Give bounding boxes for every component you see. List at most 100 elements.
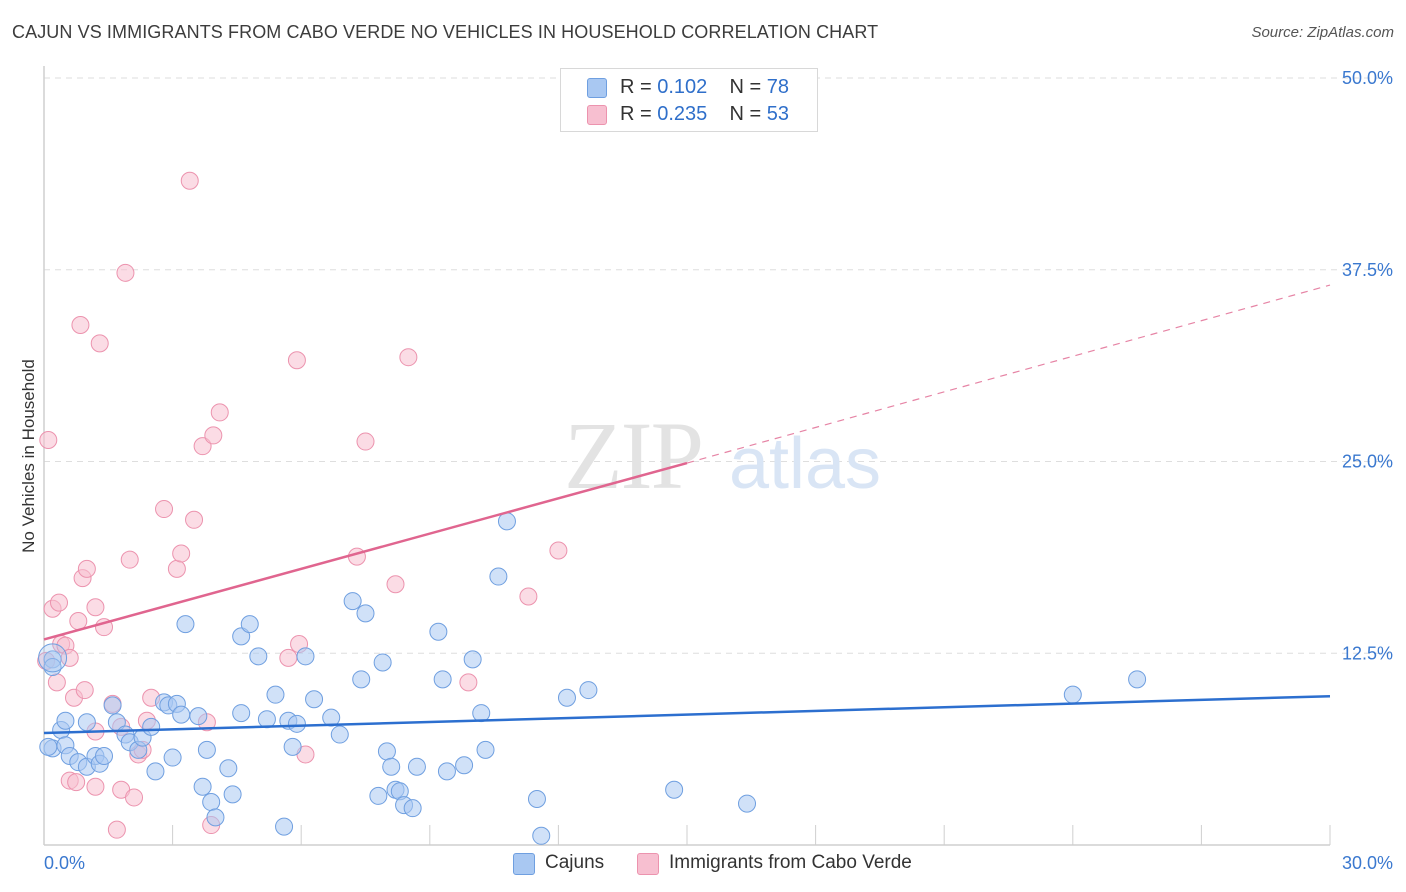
data-point-cabo-verde	[459, 673, 478, 692]
data-point-cajuns	[437, 762, 456, 781]
x-tick-label-min: 0.0%	[44, 853, 85, 873]
data-point-cajuns	[95, 747, 114, 766]
data-point-cabo-verde	[71, 315, 90, 334]
axes	[43, 66, 1331, 846]
data-point-cajuns	[1128, 670, 1147, 689]
legend-r-value-cajuns: 0.102	[657, 76, 708, 98]
data-point-cajuns	[232, 627, 251, 646]
data-point-cajuns	[497, 512, 516, 531]
data-point-cabo-verde	[210, 403, 229, 422]
data-point-cajuns	[330, 725, 349, 744]
x-tick-label-max: 30.0%	[1342, 853, 1393, 873]
data-point-cabo-verde	[549, 541, 568, 560]
data-point-cajuns	[343, 592, 362, 611]
trend-line-cabo-verde	[43, 461, 688, 641]
data-point-cabo-verde	[50, 593, 69, 612]
legend-stats-cajuns: R = 0.102 N = 78	[620, 76, 790, 98]
data-point-cajuns	[433, 670, 452, 689]
data-point-cabo-verde	[386, 575, 405, 594]
data-point-cajuns	[476, 740, 495, 759]
data-point-cabo-verde	[90, 334, 109, 353]
data-point-cajuns	[275, 817, 294, 836]
data-point-cabo-verde	[287, 351, 306, 370]
data-point-cajuns	[219, 759, 238, 778]
data-point-cajuns	[532, 826, 551, 845]
data-point-cajuns	[322, 708, 341, 727]
legend-swatch-cabo-verde	[587, 105, 607, 125]
gridlines	[44, 77, 1390, 654]
data-point-cajuns	[189, 707, 208, 726]
correlation-legend: R = 0.102 N = 78 R = 0.235 N = 53	[560, 68, 818, 132]
data-point-cajuns	[206, 808, 225, 827]
y-tick-label: 12.5%	[1342, 643, 1393, 663]
data-point-cabo-verde	[204, 426, 223, 445]
data-point-cabo-verde	[180, 171, 199, 190]
data-point-cabo-verde	[193, 437, 212, 456]
data-point-cajuns	[296, 647, 315, 666]
data-point-cabo-verde	[279, 648, 298, 667]
data-point-cajuns	[489, 567, 508, 586]
data-point-cajuns	[283, 737, 302, 756]
data-point-cajuns	[429, 622, 448, 641]
data-point-cabo-verde	[167, 559, 186, 578]
data-point-cabo-verde	[347, 547, 366, 566]
bottom-legend-swatch-cabo-verde	[637, 853, 659, 875]
chart-source: Source: ZipAtlas.com	[1251, 24, 1394, 41]
data-point-cajuns	[257, 710, 276, 729]
data-point-cabo-verde	[172, 544, 191, 563]
data-point-cajuns	[193, 777, 212, 796]
legend-n-value-cajuns: 78	[766, 76, 790, 98]
data-point-cajuns	[373, 653, 392, 672]
tick-labels: 12.5% 25.0% 37.5% 50.0% 0.0% 30.0%	[44, 68, 1393, 873]
data-point-cabo-verde	[120, 550, 139, 569]
data-point-cajuns	[738, 794, 757, 813]
data-point-cabo-verde	[69, 612, 88, 631]
data-point-cabo-verde	[75, 681, 94, 700]
trend-lines	[43, 284, 1331, 735]
data-point-cabo-verde	[155, 500, 174, 519]
series-cajuns-points	[38, 512, 1147, 845]
y-tick-label: 37.5%	[1342, 260, 1393, 280]
watermark: ZIP atlas	[564, 402, 881, 509]
data-point-cabo-verde	[47, 673, 66, 692]
data-point-cabo-verde	[125, 788, 144, 807]
y-tick-label: 25.0%	[1342, 452, 1393, 472]
watermark-zip: ZIP	[564, 402, 702, 509]
data-point-cajuns	[103, 696, 122, 715]
data-point-cajuns	[56, 711, 75, 730]
data-point-cajuns	[197, 740, 216, 759]
data-point-cajuns	[77, 713, 96, 732]
legend-r-value-cabo-verde: 0.235	[657, 103, 708, 125]
y-tick-label: 50.0%	[1342, 68, 1393, 88]
series-cabo-verde-points	[37, 171, 568, 839]
legend-stats-cabo-verde: R = 0.235 N = 53	[620, 103, 790, 125]
trend-line-cajuns	[43, 694, 1331, 735]
data-point-cajuns	[240, 615, 259, 634]
data-point-cajuns	[287, 714, 306, 733]
data-point-cajuns	[356, 604, 375, 623]
data-point-cajuns	[202, 793, 221, 812]
data-point-cajuns	[665, 780, 684, 799]
data-point-cajuns	[1063, 685, 1082, 704]
legend-swatch-cajuns	[587, 78, 607, 98]
data-point-cajuns	[579, 681, 598, 700]
watermark-atlas: atlas	[729, 424, 881, 504]
data-point-cajuns	[382, 757, 401, 776]
legend-n-value-cabo-verde: 53	[766, 103, 790, 125]
data-point-cajuns	[352, 670, 371, 689]
bottom-legend-swatch-cajuns	[513, 853, 535, 875]
data-point-cajuns	[266, 685, 285, 704]
data-point-cajuns	[163, 748, 182, 767]
y-axis-label: No Vehicles in Household	[19, 359, 38, 553]
data-point-cajuns	[455, 756, 474, 775]
data-point-cajuns	[403, 799, 422, 818]
data-point-cajuns	[369, 786, 388, 805]
data-point-cabo-verde	[116, 263, 135, 282]
data-point-cajuns	[172, 705, 191, 724]
data-point-cajuns	[463, 650, 482, 669]
data-point-cajuns	[377, 742, 396, 761]
data-point-cabo-verde	[77, 559, 96, 578]
chart-title: CAJUN VS IMMIGRANTS FROM CABO VERDE NO V…	[12, 22, 879, 42]
data-point-cabo-verde	[356, 432, 375, 451]
